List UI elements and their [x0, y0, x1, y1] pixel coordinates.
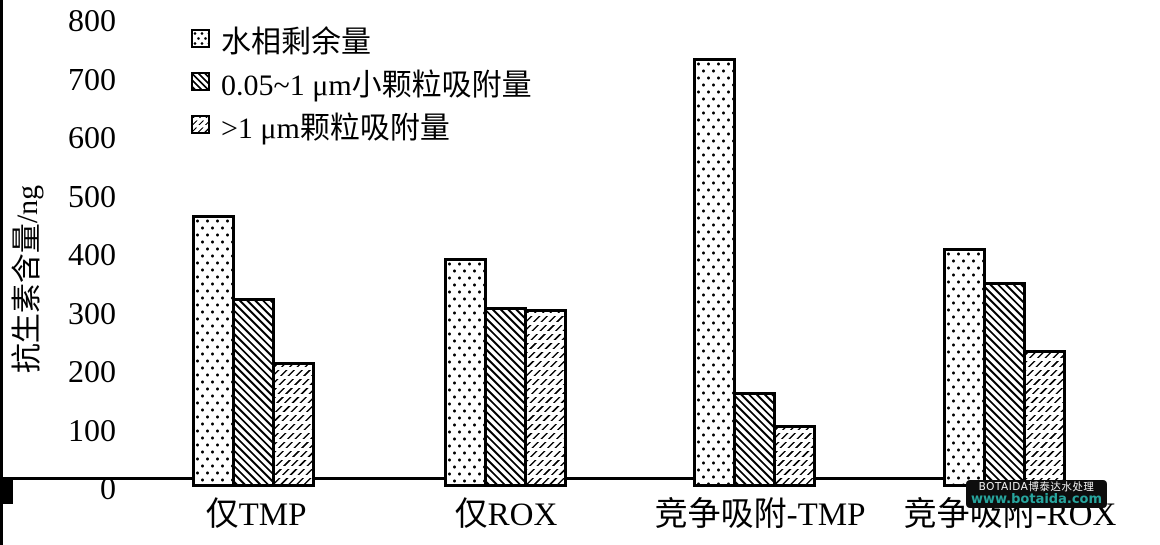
legend-label-small-particle: 0.05~1 μm小颗粒吸附量 — [221, 68, 532, 102]
y-tick-label-300: 300 — [68, 294, 116, 331]
bar-竞争吸附-ROX-s1 — [942, 247, 986, 487]
y-tick-100 — [0, 480, 13, 483]
legend-row-aqueous: 水相剩余量 — [191, 17, 532, 60]
y-tick-label-800: 800 — [68, 2, 116, 38]
watermark-url: www.botaida.com — [970, 492, 1102, 507]
bar-竞争吸附-TMP-s2 — [732, 392, 776, 487]
legend-swatch-dots-icon — [191, 29, 210, 48]
y-tick-label-0: 0 — [100, 470, 116, 506]
y-axis-line — [0, 0, 3, 477]
bar-竞争吸附-TMP-s3 — [772, 424, 816, 487]
x-category-label-3: 竞争吸附-TMP — [654, 497, 866, 533]
y-tick-label-400: 400 — [68, 236, 116, 272]
legend-label-large-particle: >1 μm颗粒吸附量 — [221, 111, 450, 145]
y-tick-600 — [0, 495, 13, 498]
watermark-company: BOTAIDA博泰达水处理 — [978, 481, 1095, 493]
bar-仅ROX-s2 — [484, 306, 527, 487]
x-category-label-2: 仅ROX — [454, 497, 558, 533]
bar-仅TMP-s3 — [272, 361, 315, 487]
y-tick-300 — [0, 486, 13, 489]
watermark: BOTAIDA博泰达水处理 www.botaida.com — [966, 480, 1107, 508]
y-tick-label-700: 700 — [68, 60, 116, 97]
y-tick-label-500: 500 — [68, 177, 116, 214]
bar-竞争吸附-ROX-s3 — [1022, 349, 1066, 487]
y-tick-700 — [0, 498, 13, 501]
y-tick-800 — [0, 501, 13, 504]
legend: 水相剩余量 0.05~1 μm小颗粒吸附量 >1 μm颗粒吸附量 — [191, 17, 532, 146]
x-boundary-tick-3 — [0, 540, 3, 545]
bar-仅TMP-s1 — [192, 214, 235, 487]
x-boundary-tick-2 — [0, 522, 3, 540]
legend-row-large-particle: >1 μm颗粒吸附量 — [191, 103, 532, 146]
y-tick-400 — [0, 489, 13, 492]
bar-仅TMP-s2 — [232, 298, 275, 487]
y-axis-title: 抗生素含量/ng — [11, 184, 44, 374]
legend-swatch-sparse-hatch-icon — [191, 115, 210, 134]
bar-仅ROX-s1 — [444, 258, 487, 487]
x-category-label-1: 仅TMP — [205, 497, 307, 533]
x-boundary-tick-1 — [0, 504, 3, 522]
y-tick-500 — [0, 492, 13, 495]
bar-竞争吸附-TMP-s1 — [692, 58, 736, 487]
y-tick-label-600: 600 — [68, 119, 116, 155]
bar-竞争吸附-ROX-s2 — [982, 281, 1026, 487]
legend-row-small-particle: 0.05~1 μm小颗粒吸附量 — [191, 60, 532, 103]
y-tick-200 — [0, 483, 13, 486]
y-tick-label-200: 200 — [68, 353, 116, 389]
legend-swatch-dense-hatch-icon — [191, 72, 210, 91]
bar-仅ROX-s3 — [524, 308, 567, 487]
y-tick-label-100: 100 — [68, 411, 116, 448]
legend-label-aqueous: 水相剩余量 — [221, 25, 371, 59]
